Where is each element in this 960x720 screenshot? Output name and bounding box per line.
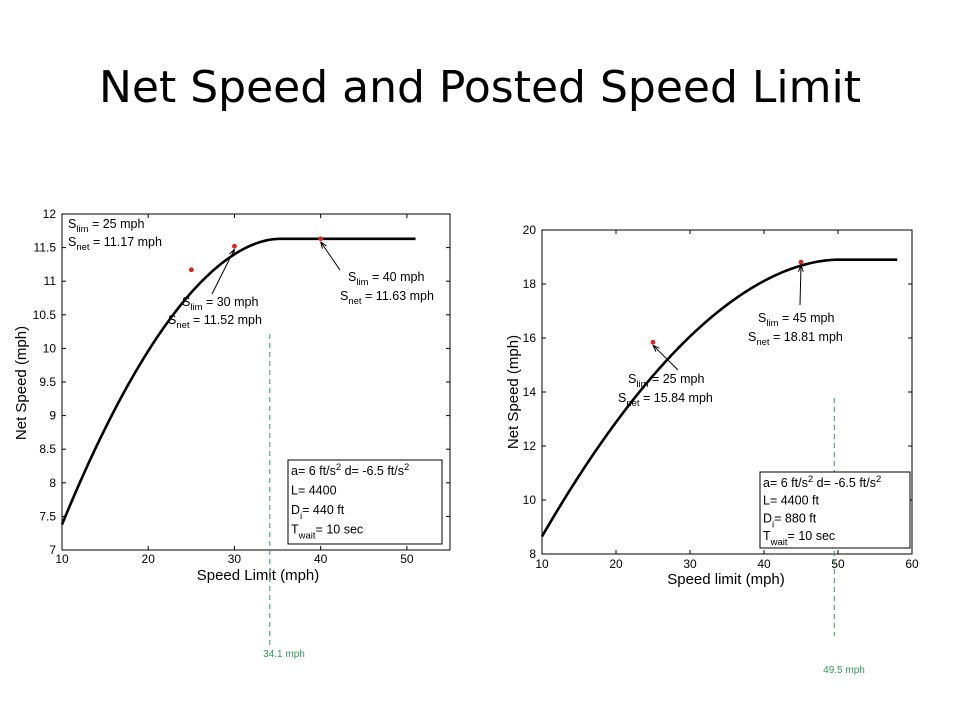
y-axis-title: Net Speed (mph) [13, 326, 30, 440]
annotation-slim: Slim = 45 mph [758, 311, 834, 329]
y-tick-label: 10 [43, 341, 57, 355]
y-tick-label: 11.5 [34, 241, 57, 255]
x-tick-label: 30 [228, 552, 242, 566]
x-axis-title: Speed limit (mph) [667, 571, 785, 588]
reference-line-label: 49.5 mph [823, 665, 865, 676]
y-tick-label: 10 [523, 493, 537, 507]
x-axis-title: Speed Limit (mph) [197, 567, 320, 584]
annotation-snet: Snet = 15.84 mph [618, 391, 713, 409]
annotation-arrow [652, 344, 679, 371]
slide-title: Net Speed and Posted Speed Limit [99, 62, 861, 113]
legend-line: Twait= 10 sec [291, 523, 363, 542]
y-tick-label: 14 [523, 385, 537, 399]
y-tick-label: 9 [49, 409, 56, 423]
y-tick-label: 8.5 [39, 442, 56, 456]
annotation-arrowhead [320, 241, 327, 249]
x-tick-label: 40 [314, 552, 328, 566]
annotation-arrowhead [229, 248, 235, 257]
legend-line: a= 6 ft/s2 d= -6.5 ft/s2 [291, 462, 409, 478]
legend-line: Di= 440 ft [291, 503, 345, 522]
y-tick-label: 9.5 [39, 375, 56, 389]
highlight-point [798, 259, 804, 265]
x-tick-label: 50 [400, 552, 414, 566]
y-tick-label: 16 [523, 331, 537, 345]
series-line [60, 237, 416, 525]
chart-1: 10 20 30 40 50 7 7.5 8 8.5 9 9.5 10 10.5 11 11.5 12 Spee… [13, 207, 451, 660]
legend-line: L= 4400 ft [763, 494, 819, 508]
legend-line: Di= 880 ft [763, 511, 817, 530]
x-tick-label: 40 [757, 557, 771, 571]
x-tick-label: 20 [609, 557, 623, 571]
annotation-snet: Snet = 11.17 mph [68, 235, 162, 253]
legend-line: a= 6 ft/s2 d= -6.5 ft/s2 [763, 474, 881, 490]
annotation-arrow [799, 265, 802, 306]
y-tick-label: 10.5 [33, 308, 57, 322]
annotation-arrowhead [652, 344, 660, 352]
y-tick-label: 8 [49, 476, 56, 490]
annotation-slim: Slim = 40 mph [348, 270, 424, 288]
y-tick-label: 7.5 [39, 509, 56, 523]
annotation-slim: Slim = 25 mph [628, 372, 704, 390]
y-tick-label: 8 [529, 547, 536, 561]
y-tick-label: 12 [43, 207, 57, 221]
x-tick-label: 20 [142, 552, 156, 566]
annotation-arrow [320, 241, 341, 271]
y-tick-label: 7 [49, 543, 56, 557]
highlight-point [232, 243, 237, 249]
reference-line-label: 34.1 mph [263, 649, 305, 660]
annotation-arrowhead [797, 264, 804, 272]
legend-box [287, 459, 443, 545]
x-tick-label: 50 [831, 557, 845, 571]
y-tick-label: 11 [44, 274, 57, 288]
x-tick-label: 30 [683, 557, 697, 571]
annotation-arrow [211, 249, 235, 295]
x-tick-label: 10 [55, 552, 69, 566]
y-tick-label: 18 [523, 277, 537, 291]
series-line [540, 258, 898, 538]
y-tick-label: 20 [523, 223, 537, 237]
highlight-point [318, 236, 324, 242]
y-tick-label: 12 [523, 439, 537, 453]
annotation-slim: Slim = 25 mph [68, 217, 144, 235]
x-tick-label: 60 [905, 557, 919, 571]
x-tick-label: 10 [535, 557, 549, 571]
highlight-point [188, 267, 194, 273]
annotation-snet: Snet = 18.81 mph [748, 330, 843, 348]
legend-box [759, 471, 911, 549]
y-axis-title: Net Speed (mph) [505, 335, 522, 449]
legend-line: Twait= 10 sec [763, 529, 835, 548]
highlight-point [650, 339, 656, 345]
annotation-snet: Snet = 11.52 mph [168, 313, 262, 331]
annotation-slim: Slim = 30 mph [182, 295, 258, 313]
annotation-snet: Snet = 11.63 mph [340, 289, 434, 307]
legend-line: L= 4400 [291, 484, 337, 498]
